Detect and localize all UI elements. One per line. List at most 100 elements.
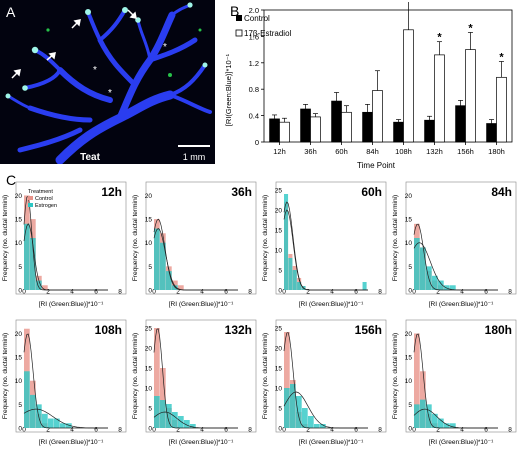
hist-y-tick-label: 10 [275,248,283,255]
hist-x-tick-label: 2 [46,289,50,296]
hist-y-tick-label: 15 [275,228,283,235]
hist-bar-control [284,332,290,428]
bar-chart-axes: 0 0.4 0.8 1.2 1.6 2.0 12h 36h 60h 84h 108h 132h 156h… [249,6,513,156]
hist-y-tick-label: 0 [18,426,22,433]
legend-swatch-estrogen [28,203,33,207]
hist-x-tick-label: 2 [176,427,180,434]
hist-x-tick-label: 2 [176,289,180,296]
bar-estradiol [496,76,507,143]
hist-xlabel: [RI (Green:Blue)]*10⁻¹ [429,301,494,308]
hist-bar-estrogen [432,275,438,290]
ductal-termini [5,2,208,99]
hist-bar-control [420,371,426,428]
hist-ylabel: Frequency (no. ductal termini) [132,195,139,281]
panel-b-label: B [230,3,240,19]
histogram-panel-84h: 0 5 10 15 20 0 2 4 6 8 84h [RI (Green:Blue)]*10⁻¹ Fr… [392,181,517,308]
hist-x-tick-label: 4 [70,427,74,434]
hist-bar-estrogen [166,404,172,428]
hist-x-tick-label: 8 [118,427,122,434]
hist-y-tick-label: 25 [275,188,283,195]
hist-y-tick-label: 15 [145,366,153,373]
density-curve-estrogen [413,408,498,429]
legend-label-estrogen: Estrogen [35,203,57,209]
hist-x-tick-label: 0 [282,289,286,296]
hist-bar-estrogen [450,285,456,290]
svg-text:*: * [163,42,167,53]
micrograph-background [0,0,215,164]
hist-y-tick-label: 5 [408,402,412,409]
hist-x-tick-label: 4 [460,427,464,434]
hist-x-tick-label: 4 [200,427,204,434]
y-tick-label: 0.4 [249,112,259,121]
hist-bar-estrogen [166,271,172,290]
hist-bar-estrogen [438,280,444,290]
hist-x-tick-label: 0 [152,289,156,296]
hist-bar-estrogen [314,424,320,428]
hist-y-tick-label: 20 [405,331,413,338]
histogram-title: 132h [225,323,252,337]
y-tick-label: 0 [255,138,259,147]
histogram-title: 12h [101,185,122,199]
x-tick-label: 132h [426,147,443,156]
x-tick-label: 156h [457,147,474,156]
hist-x-tick-label: 6 [484,427,488,434]
y-tick-label: 1.2 [249,59,259,68]
density-curve-estrogen [153,411,238,429]
legend-title: Treatment [28,189,53,195]
hist-bar-estrogen [420,247,426,290]
hist-bar-estrogen [308,416,314,428]
panel-a-label: A [6,4,16,20]
hist-x-tick-label: 6 [94,427,98,434]
ductal-tree [6,3,212,164]
hist-bar-estrogen [66,423,72,428]
hist-bar-estrogen [172,285,178,290]
hist-y-tick-label: 5 [278,406,282,413]
hist-bar-control [178,285,184,290]
hist-x-tick-label: 0 [152,427,156,434]
legend-label-estradiol: 17β-Estradiol [244,29,292,38]
hist-x-tick-label: 6 [224,289,228,296]
histogram-panel-12h: 0 5 10 15 20 0 2 4 6 8 12h [RI (Green:Blue)]*10⁻¹ Fr… [2,181,127,308]
hist-bar-estrogen [297,282,302,290]
hist-y-tick-label: 5 [408,264,412,271]
hist-y-tick-label: 25 [145,326,153,333]
histogram-panel-60h: 0 5 10 15 20 25 0 2 4 6 8 60h [RI (Green:Blue)]*10⁻¹… [262,181,387,308]
hist-y-tick-label: 0 [408,288,412,295]
terminus-arrows [11,9,137,79]
x-tick-label: 12h [273,147,286,156]
hist-x-tick-label: 6 [224,427,228,434]
histogram-title: 156h [355,323,382,337]
hist-bar-estrogen [178,416,184,428]
y-tick-label: 0.8 [249,85,259,94]
hist-y-tick-label: 25 [275,326,283,333]
mammary-gland-micrograph: * * * Teat 1 mm [0,0,215,164]
histogram-panel-132h: 0 5 10 15 20 25 0 2 4 6 8 132h [RI (Green:Blue)]*10⁻… [132,319,257,446]
hist-bar-estrogen [296,396,302,428]
significance-marker: * [437,32,442,44]
hist-bar-estrogen [292,270,297,290]
bar-estradiol [434,54,445,143]
hist-bar-estrogen [160,242,166,290]
histogram-panel-156h: 0 5 10 15 20 25 0 2 4 6 8 156h [RI (Green:Blue)]*10⁻… [262,319,387,446]
hist-x-tick-label: 2 [436,427,440,434]
histogram-title: 60h [361,185,382,199]
hist-x-tick-label: 4 [330,427,334,434]
hist-x-tick-label: 2 [436,289,440,296]
hist-bar-estrogen [54,418,60,428]
hist-ylabel: Frequency (no. ductal termini) [392,195,399,281]
hist-x-tick-label: 0 [22,427,26,434]
bar-legend: Control 17β-Estradiol [235,14,292,38]
hist-bar-control [160,368,166,428]
bar-control [455,105,466,143]
hist-y-tick-label: 0 [408,426,412,433]
hist-xlabel: [RI (Green:Blue)]*10⁻¹ [299,439,364,446]
density-curve-estrogen [23,408,108,429]
hist-ylabel: Frequency (no. ductal termini) [132,333,139,419]
hist-bar-estrogen [432,413,438,428]
hist-bar-estrogen [154,228,160,290]
bar-estradiol [310,116,321,143]
hist-x-tick-label: 0 [412,427,416,434]
bar-control [424,119,435,143]
histogram-title: 108h [95,323,122,337]
